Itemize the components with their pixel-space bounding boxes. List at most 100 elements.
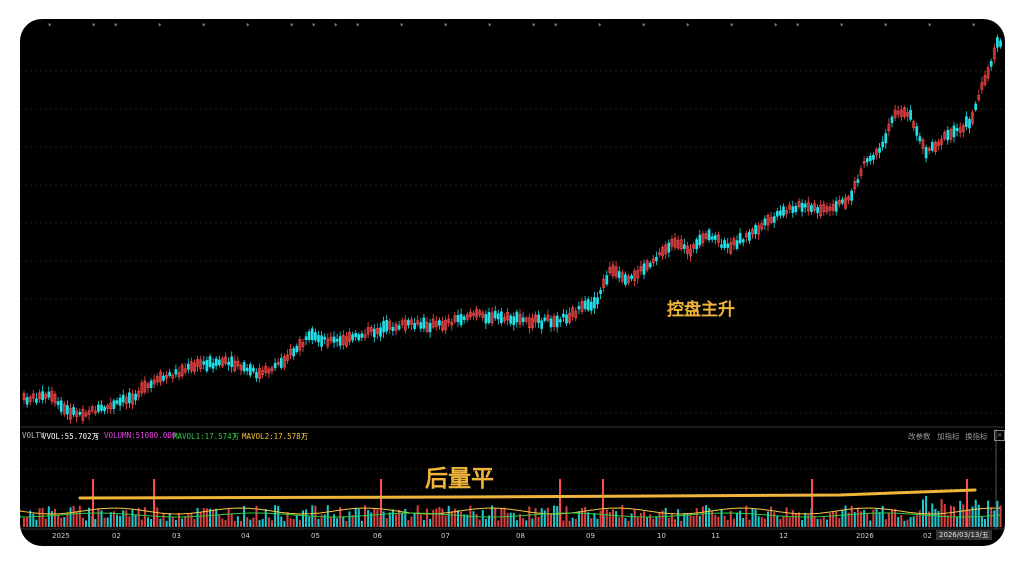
candle-body — [751, 229, 754, 235]
volume-bar — [348, 511, 351, 527]
candle-body — [450, 321, 454, 326]
volume-bar — [928, 511, 931, 527]
candle-body — [81, 409, 85, 421]
candle-body — [918, 136, 922, 142]
candle-body — [707, 229, 711, 241]
chart-canvas[interactable]: * * * * * * * * * * * * * * * * * * * * * * * * * — [20, 19, 1005, 546]
candle-body — [980, 82, 984, 90]
candle-body — [636, 270, 640, 279]
candle-body — [484, 314, 488, 324]
annotation-upper: 控盘主升 — [667, 300, 735, 320]
candle-body — [465, 314, 469, 320]
candle-body — [772, 216, 776, 223]
candle-body — [667, 242, 671, 253]
candle-body — [469, 311, 472, 318]
candle-body — [695, 239, 699, 250]
month-label: 03 — [172, 532, 181, 540]
candle-body — [791, 206, 795, 213]
candle-body — [202, 361, 206, 365]
candle-body — [403, 319, 407, 331]
volume-bar — [565, 506, 568, 527]
add-indicator-button[interactable]: 加指标 — [937, 432, 960, 441]
top-marker: * — [488, 22, 492, 30]
candle-body — [937, 141, 940, 147]
volume-bar — [150, 518, 153, 527]
candle-body — [273, 362, 277, 369]
candle-body — [214, 358, 218, 367]
volume-bar — [655, 516, 658, 527]
candle-body — [59, 400, 63, 412]
candle-body — [44, 393, 48, 399]
candle-body — [710, 236, 714, 240]
switch-indicator-button[interactable]: 换指标 — [965, 432, 988, 441]
volume-bar — [503, 507, 506, 527]
volume-bar — [320, 514, 323, 527]
candle-body — [462, 316, 466, 321]
volume-bar — [283, 520, 286, 527]
candle-body — [245, 367, 249, 372]
candle-body — [72, 407, 75, 415]
volume-bar — [404, 508, 407, 527]
candle-body — [196, 359, 199, 367]
top-marker: * — [48, 22, 52, 30]
volume-bar — [670, 512, 673, 527]
top-marker: * — [114, 22, 118, 30]
candle-body — [816, 207, 819, 213]
candle-body — [704, 233, 708, 239]
candle-body — [822, 203, 826, 213]
top-marker: * — [444, 22, 448, 30]
candle-body — [974, 103, 978, 110]
volume-bar — [441, 508, 444, 527]
candle-body — [419, 322, 423, 329]
volume-bar — [801, 519, 804, 527]
volume-bar — [221, 518, 224, 527]
volume-bar — [72, 505, 75, 527]
candle-body — [983, 75, 987, 85]
candle-body — [841, 199, 844, 204]
volume-bar — [692, 515, 695, 527]
candle-body — [661, 246, 664, 257]
candle-body — [958, 127, 962, 133]
volume-bar — [202, 508, 205, 527]
candle-body — [769, 217, 773, 223]
candle-body — [930, 141, 934, 151]
candle-body — [193, 362, 196, 372]
candle-body — [416, 320, 420, 325]
volume-bar — [345, 520, 348, 527]
volume-bar — [367, 509, 370, 527]
month-label: 04 — [241, 532, 250, 540]
volume-spike — [811, 479, 813, 527]
candle-body — [341, 334, 345, 346]
volume-bar — [63, 517, 66, 527]
volume-bar — [193, 519, 196, 527]
candle-body — [999, 40, 1002, 47]
candle-body — [655, 256, 658, 261]
candle-body — [968, 118, 971, 129]
volume-bar — [109, 512, 112, 527]
candle-body — [22, 392, 26, 401]
candle-body — [754, 224, 757, 235]
month-label: 06 — [373, 532, 382, 540]
volumn-readout: VOLUMN:51080.000 — [104, 431, 177, 440]
change-params-button[interactable]: 改参数 — [908, 432, 931, 441]
volume-bar — [44, 518, 47, 527]
volume-bar — [726, 519, 729, 527]
volume-bar — [906, 519, 909, 527]
candle-body — [611, 264, 615, 276]
candle-body — [295, 345, 299, 353]
candle-body — [800, 202, 804, 212]
candle-body — [252, 367, 255, 372]
candle-body — [335, 338, 339, 342]
candle-body — [217, 359, 221, 366]
top-marker: * — [686, 22, 690, 30]
candle-body — [441, 321, 444, 331]
volume-bar — [732, 518, 735, 527]
close-icon[interactable]: × — [994, 430, 1005, 441]
candle-body — [242, 362, 246, 372]
candle-body — [481, 312, 485, 318]
candle-body — [732, 238, 736, 246]
volume-bar — [574, 519, 577, 527]
candle-body — [407, 320, 410, 326]
top-marker: * — [730, 22, 734, 30]
candle-body — [562, 313, 565, 318]
